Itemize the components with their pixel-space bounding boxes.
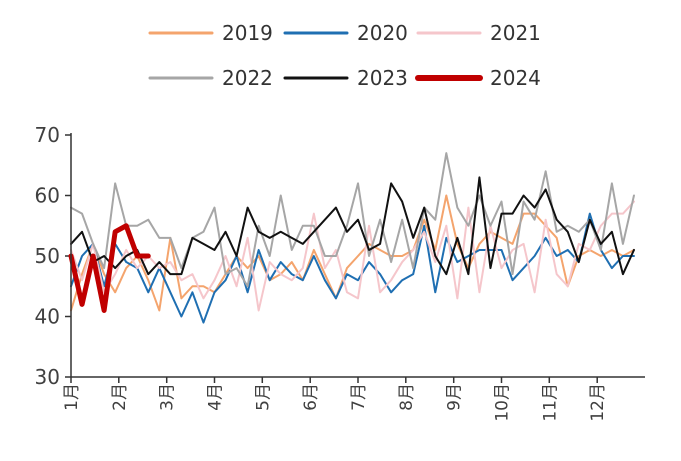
x-tick-label: 8月 (397, 383, 417, 411)
legend-label: 2021 (490, 21, 541, 45)
legend-label: 2024 (490, 66, 541, 90)
series-lines (68, 152, 635, 324)
legend-label: 2019 (222, 21, 273, 45)
y-tick-label: 40 (35, 305, 60, 329)
x-tick-label: 2月 (110, 383, 130, 411)
series-line-2024 (68, 223, 151, 313)
legend-item-2022: 2022 (148, 66, 273, 90)
x-tick-label: 3月 (158, 383, 178, 411)
x-tick-label: 1月 (62, 383, 82, 411)
x-tick-label: 6月 (301, 383, 321, 411)
series-line-2019 (70, 194, 635, 312)
series-line-2022 (70, 152, 635, 288)
x-tick-label: 7月 (349, 383, 369, 411)
y-axis-ticks: 30 40 50 60 70 (35, 123, 71, 389)
y-tick-label: 30 (35, 365, 60, 389)
x-tick-label: 10月 (493, 383, 513, 422)
x-tick-label: 5月 (253, 383, 273, 411)
legend-item-2023: 2023 (283, 66, 408, 90)
legend-label: 2022 (222, 66, 273, 90)
legend-item-2024: 2024 (415, 66, 541, 90)
legend: 2019 2020 2021 2022 2023 2024 (148, 21, 541, 90)
x-tick-label: 9月 (445, 383, 465, 411)
series-line-2023 (70, 176, 635, 276)
legend-item-2020: 2020 (283, 21, 408, 45)
y-tick-label: 60 (35, 184, 60, 208)
series-line-2020 (70, 212, 635, 324)
y-tick-label: 70 (35, 123, 60, 147)
legend-item-2019: 2019 (148, 21, 273, 45)
legend-label: 2020 (357, 21, 408, 45)
legend-item-2021: 2021 (416, 21, 541, 45)
x-tick-label: 11月 (540, 383, 560, 422)
y-tick-label: 50 (35, 244, 60, 268)
x-axis-ticks: 1月 2月 3月 4月 5月 6月 7月 8月 9月 10月 11月 12月 (62, 377, 608, 422)
series-line-2021 (70, 200, 635, 312)
legend-label: 2023 (357, 66, 408, 90)
x-tick-label: 12月 (588, 383, 608, 422)
x-tick-label: 4月 (206, 383, 226, 411)
